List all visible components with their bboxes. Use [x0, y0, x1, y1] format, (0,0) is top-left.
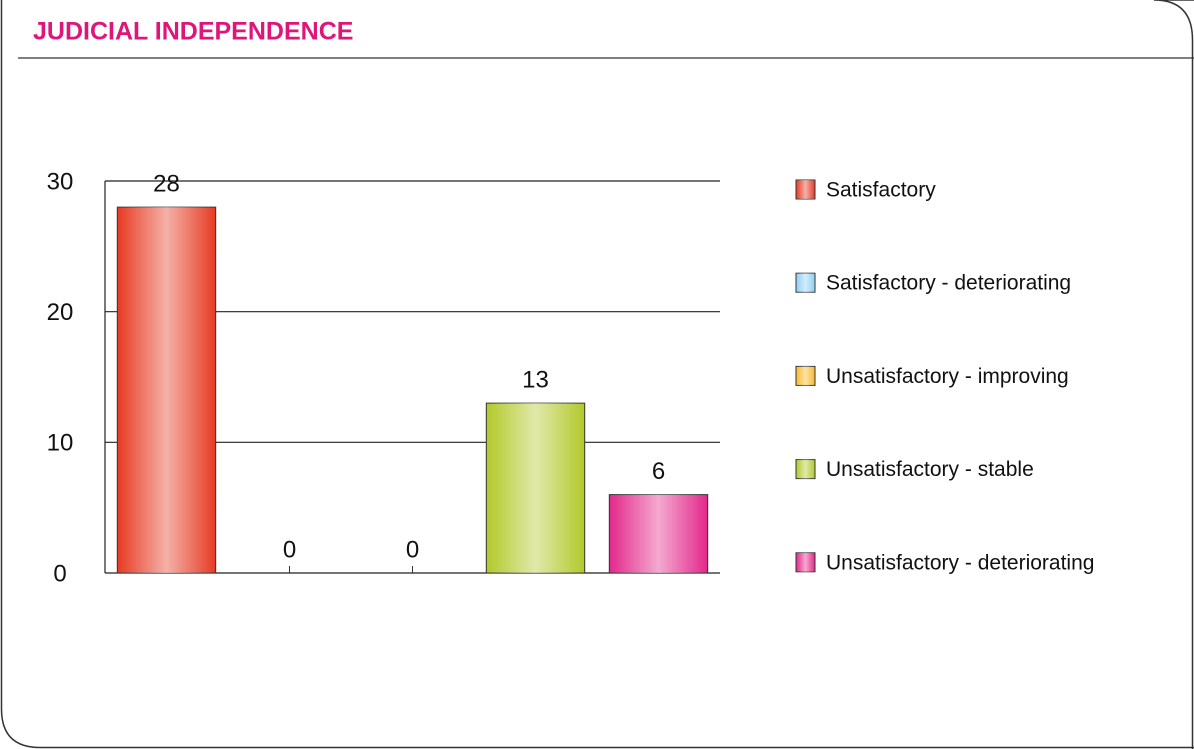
legend-swatch-shine: [796, 459, 815, 479]
bar-shine: [486, 403, 585, 573]
value-label: 0: [406, 536, 419, 563]
y-tick-label: 30: [47, 168, 74, 195]
bar-shine: [609, 494, 708, 573]
legend-label: Satisfactory - deteriorating: [826, 272, 1071, 295]
legend-swatch-shine: [796, 366, 815, 386]
value-label: 13: [522, 366, 549, 393]
y-tick-label: 20: [47, 299, 74, 326]
legend-label: Unsatisfactory - improving: [826, 365, 1069, 388]
y-tick-label: 10: [47, 430, 74, 457]
legend-label: Unsatisfactory - stable: [826, 458, 1034, 481]
value-label: 6: [652, 458, 665, 485]
legend-label: Satisfactory: [826, 179, 936, 202]
value-label: 0: [283, 536, 296, 563]
bar-shine: [117, 207, 216, 573]
legend-swatch-shine: [796, 180, 815, 199]
value-label: 28: [153, 170, 180, 197]
legend-swatch-shine: [796, 273, 815, 293]
chart-title: JUDICIAL INDEPENDENCE: [33, 18, 353, 46]
legend-swatch-shine: [796, 552, 815, 572]
legend-label: Unsatisfactory - deteriorating: [826, 551, 1094, 574]
y-tick-label: 0: [53, 560, 66, 587]
